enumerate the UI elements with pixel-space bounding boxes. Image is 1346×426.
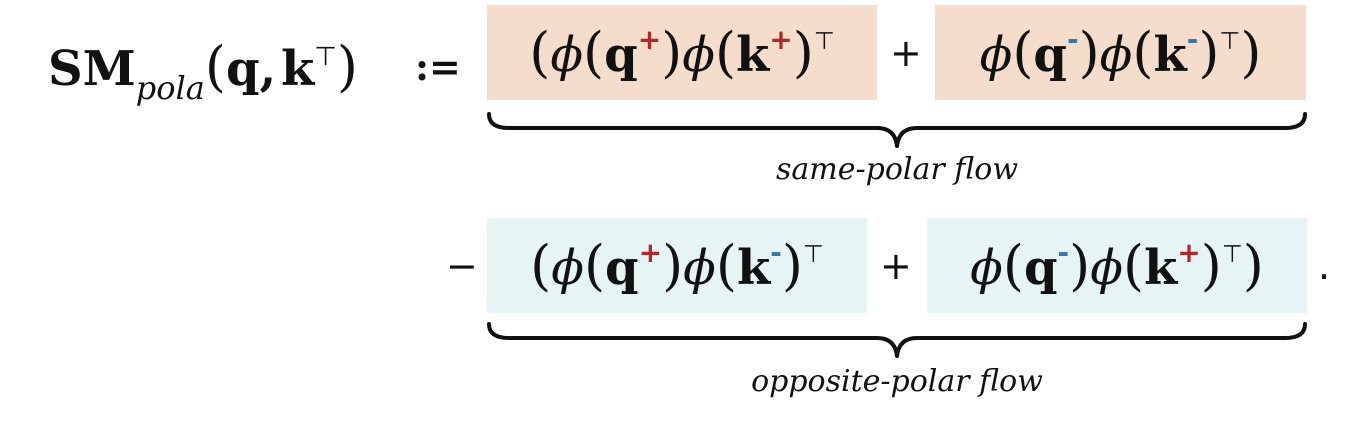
negative-sign: - [1186,23,1199,56]
q-vector: q [1033,27,1067,83]
same-polar-term-2: ϕ(q-)ϕ(k-)⊤) [935,5,1306,101]
transpose-symbol: ⊤ [813,27,835,55]
outer-close-paren: ) [1242,234,1264,297]
outer-close-paren: ) [1240,21,1262,84]
paren: ) [1198,21,1220,84]
outer-open-paren: ( [530,234,552,297]
paren: ( [714,21,737,84]
phi-symbol: ϕ [550,27,584,83]
sm-symbol: SM [48,41,136,97]
paren: ) [1200,234,1222,297]
outer-open-paren: ( [529,21,551,84]
paren: ) [781,234,803,297]
q-vector: q [605,240,639,296]
same-polar-box-2 [935,5,1306,100]
opposite-polar-underbrace [487,322,1307,358]
paren: ( [715,234,737,297]
lhs-q: q [225,41,260,97]
paren: ( [583,21,605,84]
phi-symbol: ϕ [970,240,1003,296]
paren: ( [1122,234,1145,297]
positive-sign: + [1177,236,1201,269]
paren: ) [1069,234,1091,297]
opposite-polar-term-2: ϕ(q-)ϕ(k+)⊤) [927,218,1307,314]
paren: ) [661,21,683,84]
positive-sign: + [637,23,662,56]
lhs-close-paren: ) [336,35,358,98]
lhs-open-paren: ( [204,35,226,98]
transpose-symbol: ⊤ [802,240,824,268]
lhs-expression: SMpola(q, k⊤) [48,22,358,112]
plus-operator: + [890,31,922,75]
period: . [1318,244,1331,288]
minus-operator: − [446,244,478,288]
sm-subscript: pola [135,69,205,107]
transpose-symbol: ⊤ [1219,27,1241,55]
opposite-polar-term-1: (ϕ(q+)ϕ(k-)⊤ [487,218,867,314]
opposite-polar-caption: opposite-polar flow [751,364,1043,399]
opposite-polar-box-2 [927,218,1307,313]
paren: ) [1078,21,1100,84]
negative-sign: - [1066,23,1079,56]
same-polar-underbrace [487,112,1307,148]
positive-sign: + [638,236,663,269]
k-vector: k [736,27,770,83]
k-vector: k [736,240,771,296]
paren: ( [1012,21,1034,84]
negative-sign: - [1057,236,1070,269]
q-vector: q [1023,240,1058,296]
lhs-comma: , [259,41,277,97]
paren: ( [1132,21,1154,84]
assign-symbol: := [415,44,461,89]
phi-symbol: ϕ [979,27,1013,83]
phi-symbol: ϕ [1090,240,1123,296]
paren: ) [662,234,684,297]
phi-symbol: ϕ [551,240,584,296]
paren: ( [1002,234,1024,297]
plus-operator: + [880,244,912,288]
same-polar-box-1 [487,5,877,100]
k-vector: k [1144,240,1178,296]
opposite-polar-box-1 [487,218,867,313]
phi-symbol: ϕ [683,240,716,296]
lhs-transpose: ⊤ [314,42,337,72]
paren: ) [792,21,814,84]
lhs-k: k [281,41,315,97]
paren: ( [583,234,606,297]
phi-symbol: ϕ [682,27,715,83]
k-vector: k [1153,27,1187,83]
transpose-symbol: ⊤ [1221,240,1243,268]
same-polar-caption: same-polar flow [776,152,1018,187]
negative-sign: - [770,236,782,269]
same-polar-term-1: (ϕ(q+)ϕ(k+)⊤ [487,5,877,101]
positive-sign: + [769,23,793,56]
phi-symbol: ϕ [1099,27,1133,83]
q-vector: q [604,27,638,83]
